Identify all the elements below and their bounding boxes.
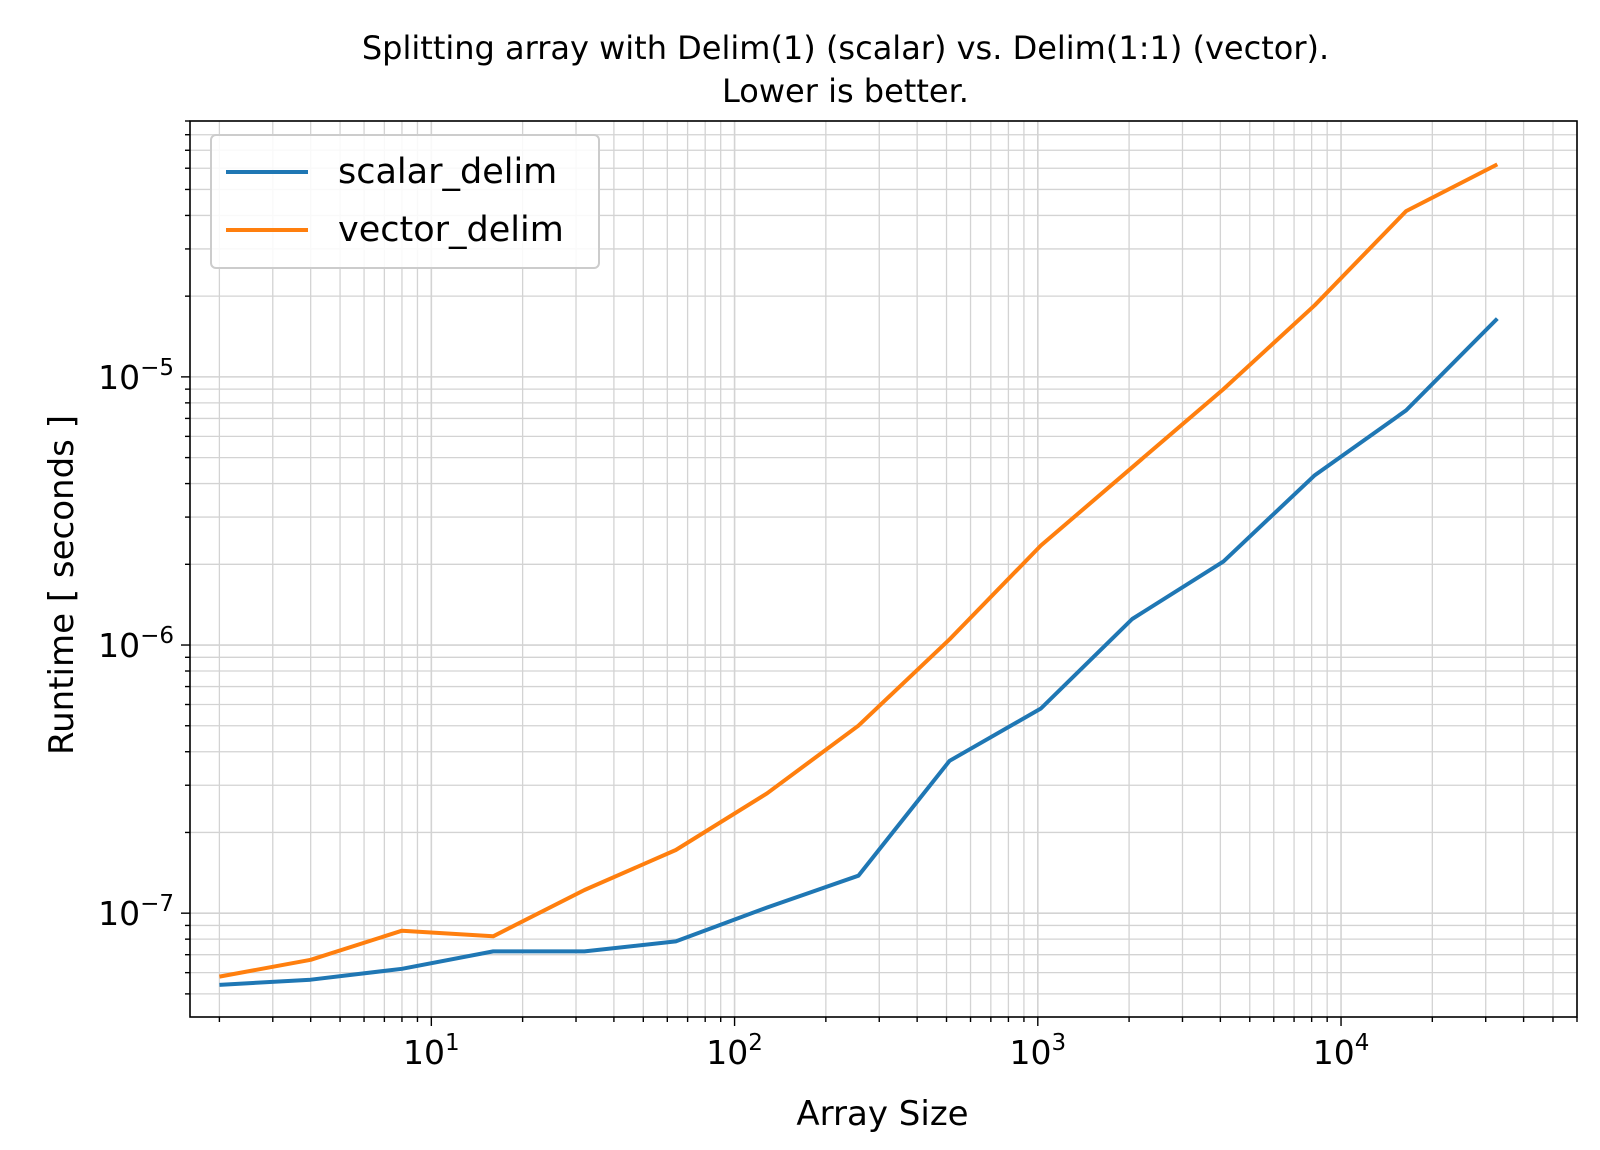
y-tick-label: 10−7 xyxy=(98,891,174,933)
legend-label-scalar: scalar_delim xyxy=(338,152,558,192)
x-axis-label: Array Size xyxy=(796,1094,969,1134)
axis-ticks: 101 102 103 104 10−7 10−6 10−5 xyxy=(98,120,1578,1072)
series-line-scalar-delim xyxy=(219,317,1499,987)
legend-entry-scalar: scalar_delim xyxy=(226,152,557,192)
legend: scalar_delim vector_delim xyxy=(210,134,600,269)
y-axis-label: Runtime [ seconds ] xyxy=(42,415,82,755)
legend-swatch-scalar xyxy=(226,170,308,174)
series-line-vector-delim xyxy=(219,162,1499,979)
x-tick-label: 103 xyxy=(1009,1030,1066,1072)
x-tick-label: 101 xyxy=(403,1030,460,1072)
legend-swatch-vector xyxy=(226,228,308,232)
series-lines xyxy=(219,162,1499,987)
x-tick-label: 104 xyxy=(1313,1030,1370,1072)
legend-label-vector: vector_delim xyxy=(338,210,564,250)
x-tick-label: 102 xyxy=(706,1030,763,1072)
grid-lines xyxy=(190,120,1578,1017)
legend-entry-vector: vector_delim xyxy=(226,210,564,250)
chart-title-line1: Splitting array with Delim(1) (scalar) v… xyxy=(361,29,1330,67)
y-tick-label: 10−6 xyxy=(98,623,174,665)
y-tick-label: 10−5 xyxy=(98,355,174,397)
chart-title-line2: Lower is better. xyxy=(722,72,969,110)
plot-area-frame xyxy=(189,120,1578,1018)
